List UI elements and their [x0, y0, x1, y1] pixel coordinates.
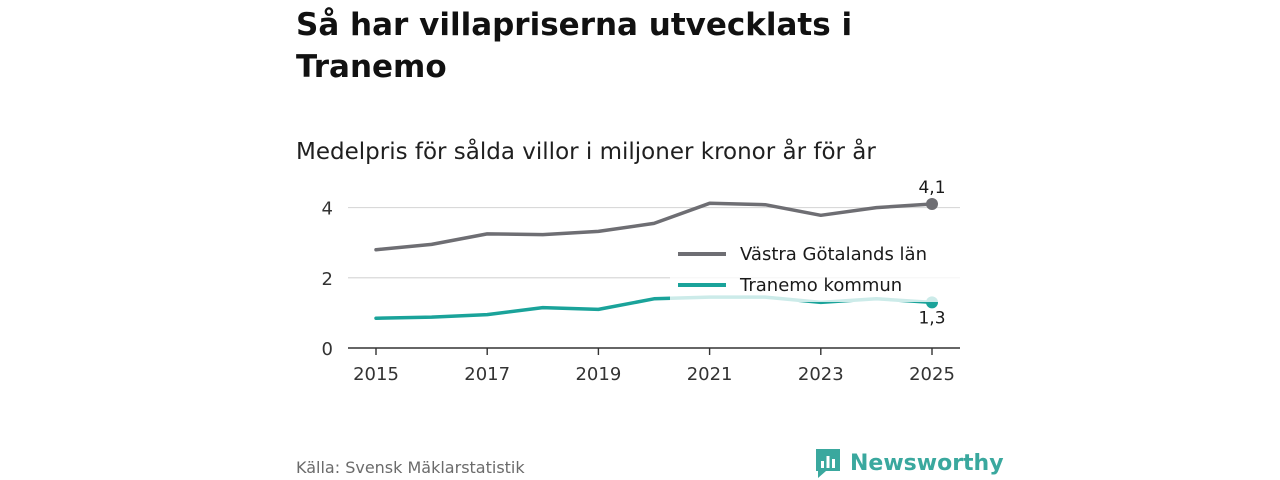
legend-label-0: Västra Götalands län [740, 244, 927, 265]
series-endpoint-0 [926, 198, 938, 211]
series-end-label-0: 4,1 [918, 178, 945, 198]
chart-title: Så har villapriserna utvecklats i Tranem… [296, 7, 853, 85]
legend-label-1: Tranemo kommun [739, 275, 902, 296]
x-tick-label-2017: 2017 [464, 364, 510, 385]
x-tick-label-2025: 2025 [909, 364, 955, 385]
newsworthy-icon [816, 449, 840, 478]
chart-subtitle: Medelpris för sålda villor i miljoner kr… [296, 139, 876, 165]
x-tick-label-2015: 2015 [353, 364, 399, 385]
legend-background [670, 236, 960, 302]
source-note: Källa: Svensk Mäklarstatistik [296, 458, 525, 477]
series-end-label-1: 1,3 [918, 308, 945, 328]
x-tick-label-2023: 2023 [798, 364, 844, 385]
series-line-0 [374, 201, 934, 252]
brand-name: Newsworthy [850, 450, 1004, 476]
newsworthy-logo: Newsworthy [814, 446, 1004, 480]
y-tick-label-4: 4 [322, 199, 333, 220]
x-tick-label-2019: 2019 [575, 364, 621, 385]
y-tick-label-0: 0 [322, 339, 333, 360]
y-tick-label-2: 2 [322, 269, 333, 290]
x-tick-label-2021: 2021 [687, 364, 733, 385]
